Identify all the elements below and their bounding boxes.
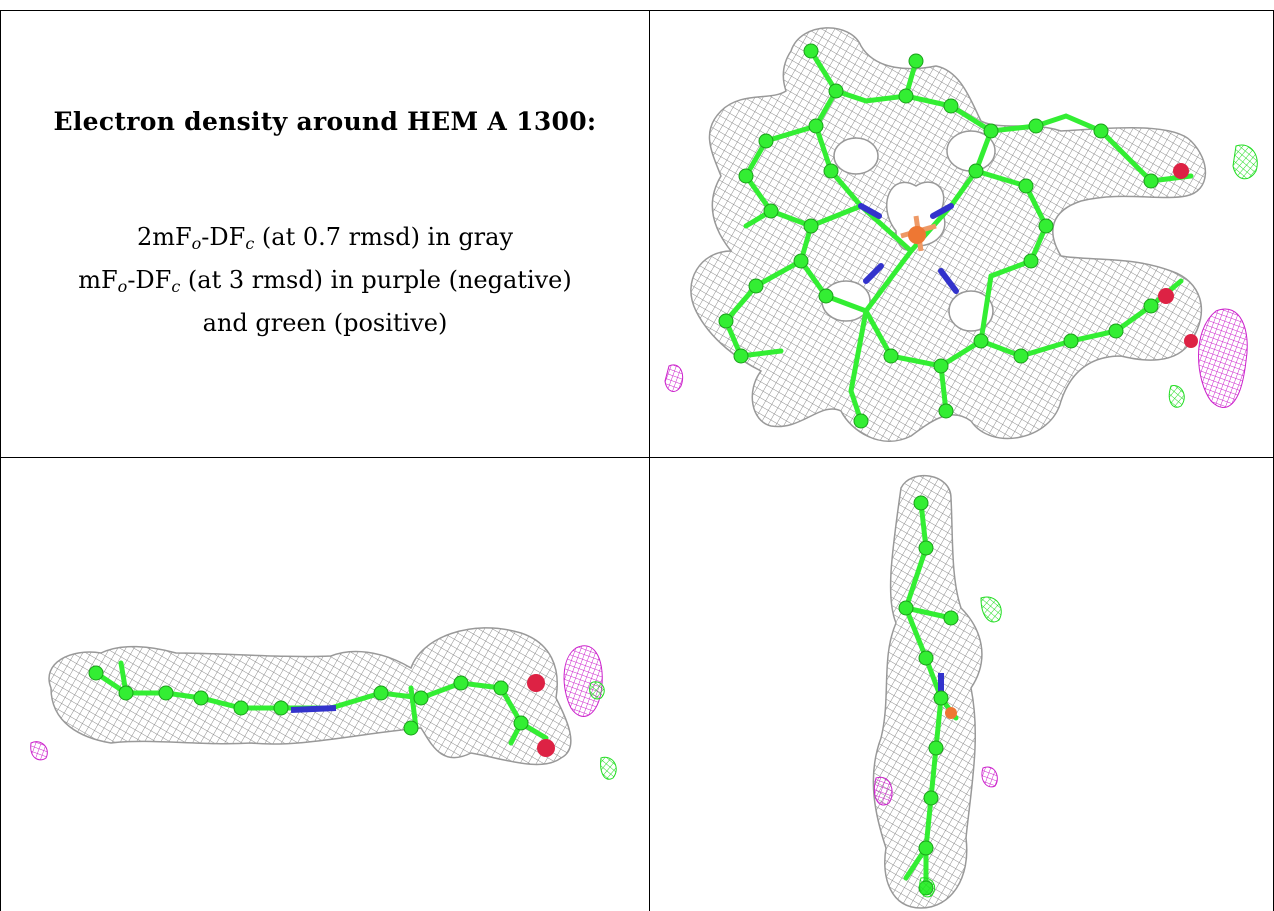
positive-density-blob-small bbox=[919, 877, 936, 898]
positive-density-blob bbox=[1232, 144, 1258, 180]
heme-side-view-panel bbox=[1, 458, 649, 911]
heme-side-view-image bbox=[30, 627, 617, 780]
oxygen-atoms bbox=[527, 674, 555, 757]
heme-face-on-panel bbox=[651, 11, 1273, 457]
negative-density-blob bbox=[563, 645, 603, 717]
positive-density-blob bbox=[980, 596, 1002, 623]
legend-line-gray: 2mFo-DFc (at 0.7 rmsd) in gray bbox=[136, 223, 514, 253]
nitrogen-bonds bbox=[858, 203, 959, 294]
nitrogen-bonds bbox=[290, 705, 337, 713]
density-mesh bbox=[872, 474, 983, 909]
oxygen-atoms bbox=[1158, 163, 1198, 348]
density-mesh bbox=[48, 627, 572, 766]
legend-line-positive: and green (positive) bbox=[202, 309, 448, 337]
negative-density-blob-small bbox=[981, 766, 998, 788]
border-middle-vertical bbox=[649, 10, 650, 911]
negative-density-blob-small bbox=[664, 364, 684, 392]
negative-density-blob-small bbox=[30, 741, 48, 761]
carbon-atoms bbox=[88, 665, 529, 736]
positive-density-blob bbox=[600, 756, 617, 780]
positive-density-blob-small bbox=[589, 681, 605, 700]
heme-end-view-image bbox=[872, 474, 1002, 909]
iron-center bbox=[945, 707, 957, 719]
positive-density-blob-small bbox=[1168, 385, 1185, 408]
legend-line-difference: mFo-DFc (at 3 rmsd) in purple (negative) bbox=[78, 266, 572, 296]
negative-density-blob bbox=[874, 776, 893, 806]
negative-density-blob bbox=[1198, 308, 1248, 408]
caption-cell: Electron density around HEM A 1300: 2mFo… bbox=[1, 11, 649, 457]
heme-face-on-image bbox=[664, 27, 1258, 442]
density-mesh bbox=[690, 27, 1207, 442]
caption-legend: 2mFo-DFc (at 0.7 rmsd) in gray mFo-DFc (… bbox=[1, 219, 649, 341]
iron-center bbox=[900, 215, 937, 252]
border-left bbox=[0, 10, 1, 911]
caption-title: Electron density around HEM A 1300: bbox=[53, 107, 597, 136]
border-top bbox=[0, 10, 1274, 11]
border-middle-horizontal bbox=[0, 457, 1274, 458]
heme-end-view-panel bbox=[651, 458, 1273, 911]
carbon-atoms bbox=[718, 43, 1159, 429]
